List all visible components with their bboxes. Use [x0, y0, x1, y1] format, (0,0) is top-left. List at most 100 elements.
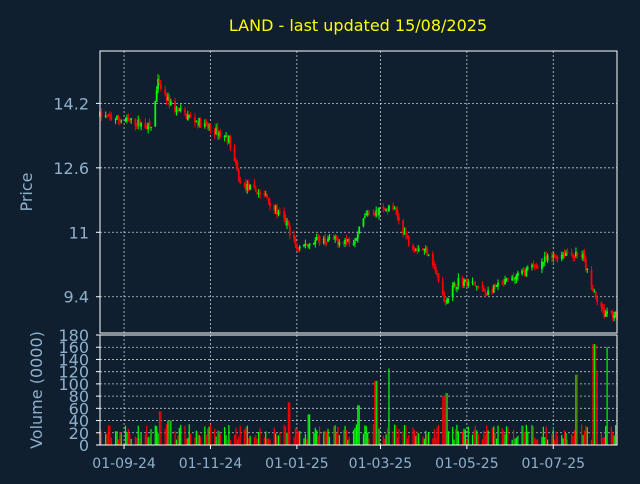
price-candle-body	[413, 249, 416, 251]
volume-bar	[284, 426, 287, 445]
price-candle-body	[314, 239, 317, 244]
price-candle-body	[604, 313, 607, 317]
price-candle-body	[582, 253, 584, 259]
price-candle-body	[431, 253, 434, 266]
volume-bar	[326, 431, 328, 445]
price-candle-body	[227, 136, 230, 143]
price-candle-body	[403, 231, 406, 235]
volume-bar	[515, 437, 518, 445]
volume-bar	[343, 430, 345, 445]
price-candle-body	[120, 120, 123, 122]
volume-bar	[486, 425, 488, 445]
volume-bar	[296, 428, 298, 445]
price-candle-body	[126, 117, 128, 121]
volume-bar	[532, 426, 535, 445]
volume-bar	[256, 438, 258, 445]
volume-bar	[602, 437, 604, 445]
price-candle-body	[334, 236, 337, 240]
price-candle-body	[169, 101, 172, 106]
price-candle-body	[135, 125, 138, 127]
price-candle-body	[130, 118, 133, 121]
price-candle-body	[545, 255, 548, 260]
price-candle-body	[611, 311, 614, 318]
price-candle-body	[315, 237, 318, 240]
volume-bar	[487, 430, 489, 445]
volume-axis-label: Volume (0000)	[27, 331, 46, 449]
volume-bar	[304, 433, 306, 445]
price-candle-body	[592, 287, 594, 292]
price-candle-body	[505, 278, 508, 281]
price-candle-body	[198, 118, 201, 126]
price-candle-body	[305, 244, 308, 246]
volume-bar	[144, 434, 146, 445]
volume-bar	[408, 435, 410, 445]
x-tick-label: 01-11-24	[179, 456, 243, 472]
volume-bar	[561, 435, 563, 445]
price-candle-body	[114, 119, 117, 121]
volume-bar	[384, 438, 386, 445]
volume-bar	[107, 425, 110, 445]
price-candle-body	[457, 277, 460, 287]
price-candle-body	[423, 248, 426, 251]
price-candle-body	[368, 212, 371, 214]
volume-bar	[426, 434, 428, 445]
volume-bar	[446, 393, 448, 445]
volume-bar	[199, 436, 202, 445]
volume-bar	[243, 429, 246, 445]
price-candle-body	[178, 110, 181, 112]
price-candle-body	[267, 198, 270, 202]
price-candle-body	[451, 285, 454, 298]
price-candle-body	[338, 242, 341, 246]
price-candle-body	[209, 125, 212, 130]
price-candle-body	[288, 225, 291, 236]
volume-bar	[245, 427, 247, 445]
price-candle-body	[565, 252, 567, 257]
volume-bar	[276, 436, 278, 445]
volume-bar	[432, 438, 434, 445]
x-axis-ticks: 01-09-24 01-11-24 01-01-25 01-03-25 01-05-25…	[92, 445, 585, 472]
volume-bar	[158, 411, 161, 445]
price-candle-body	[533, 265, 536, 267]
volume-bar	[258, 431, 260, 445]
volume-bar	[388, 368, 390, 445]
volume-bar	[531, 425, 533, 445]
volume-bar	[129, 433, 131, 445]
price-candle-body	[613, 314, 616, 319]
volume-bar	[269, 439, 271, 445]
price-candle-body	[521, 270, 523, 274]
volume-bar	[106, 432, 108, 445]
price-candle-body	[278, 211, 281, 213]
price-candle-body	[372, 213, 375, 215]
volume-bar	[398, 429, 400, 445]
price-candle-body	[206, 123, 209, 128]
volume-bar	[590, 439, 593, 445]
price-candle-body	[436, 273, 439, 275]
volume-bar	[286, 432, 288, 445]
price-candle-body	[514, 277, 516, 280]
volume-bar	[433, 429, 435, 445]
price-candle-body	[406, 235, 409, 237]
volume-bar	[534, 437, 536, 445]
price-candle-body	[586, 269, 589, 271]
volume-bar	[165, 424, 168, 445]
volume-y-tick-label: 140	[58, 350, 89, 369]
price-candle-body	[388, 205, 390, 211]
price-candle-body	[109, 114, 111, 117]
volume-bar	[297, 431, 299, 445]
volume-bar	[248, 438, 250, 445]
volume-bar	[205, 434, 207, 445]
price-candle-body	[502, 281, 505, 284]
price-candle-body	[168, 96, 171, 106]
price-candle-body	[492, 284, 495, 293]
price-candle-body	[566, 251, 569, 254]
price-candle-body	[294, 238, 297, 246]
price-candle-body	[254, 188, 257, 192]
volume-bar	[174, 431, 176, 445]
volume-bar	[180, 424, 182, 445]
price-candle-body	[253, 183, 256, 188]
volume-bar	[425, 430, 427, 445]
volume-bar	[496, 438, 498, 445]
price-candle-body	[226, 135, 229, 144]
price-candle-body	[118, 120, 121, 122]
